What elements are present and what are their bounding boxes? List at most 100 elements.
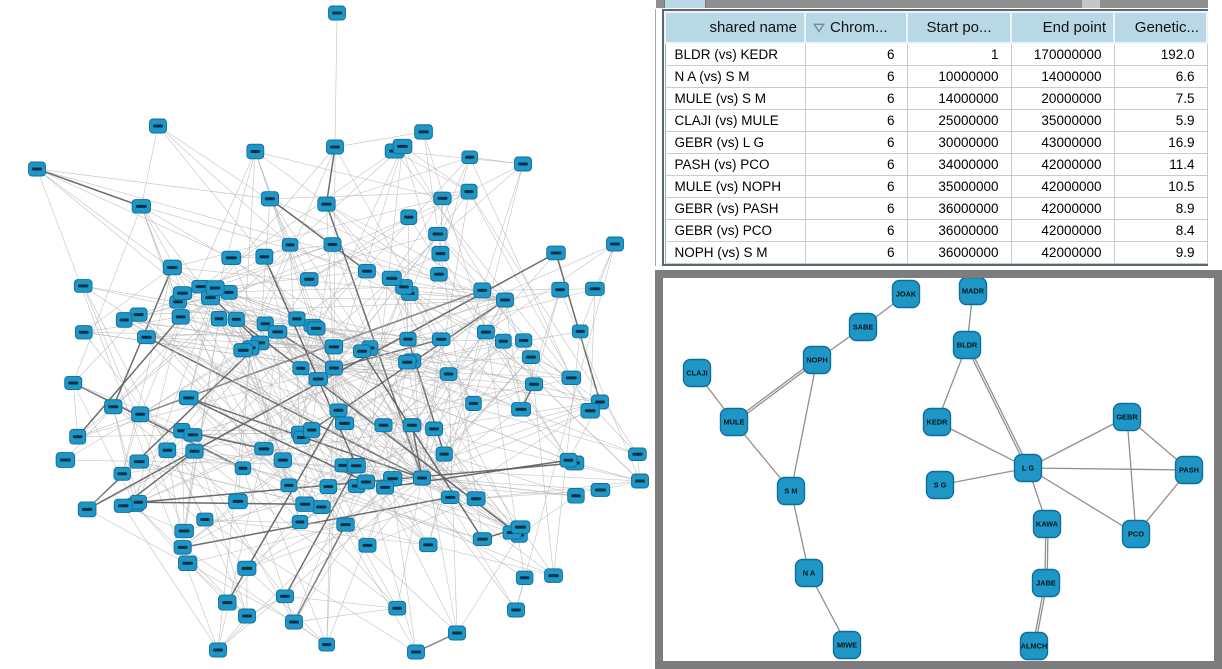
network-node[interactable]	[162, 259, 182, 276]
network-edge[interactable]	[72, 206, 142, 384]
network-edge[interactable]	[263, 331, 278, 449]
network-edge[interactable]	[72, 383, 79, 437]
network-node[interactable]	[291, 514, 309, 530]
subnetwork-edge-bldr-l-g[interactable]	[965, 345, 1028, 469]
network-edge[interactable]	[441, 299, 506, 340]
table-cell[interactable]: 42000000	[1010, 197, 1115, 220]
network-node[interactable]	[524, 377, 544, 392]
network-edge[interactable]	[356, 465, 641, 482]
network-edge[interactable]	[236, 318, 335, 369]
network-edge[interactable]	[141, 206, 179, 302]
table-cell[interactable]: 16.9	[1113, 131, 1208, 154]
network-node[interactable]	[628, 447, 647, 461]
network-edge[interactable]	[332, 244, 423, 479]
network-edge[interactable]	[138, 501, 305, 505]
network-node[interactable]	[28, 161, 46, 177]
network-edge[interactable]	[141, 206, 474, 404]
table-cell[interactable]: 42000000	[1010, 175, 1115, 198]
network-edge[interactable]	[333, 367, 638, 455]
network-edge[interactable]	[182, 465, 344, 548]
network-edge[interactable]	[409, 293, 474, 404]
network-edge[interactable]	[269, 198, 440, 275]
network-edge[interactable]	[594, 243, 616, 289]
table-cell[interactable]: 6	[804, 42, 908, 66]
network-node[interactable]	[465, 396, 482, 411]
network-edge[interactable]	[520, 289, 561, 410]
network-edge[interactable]	[326, 156, 470, 205]
network-edge[interactable]	[65, 297, 211, 461]
node-s-g[interactable]: S G	[925, 470, 955, 500]
table-cell[interactable]: MULE (vs) S M	[664, 87, 806, 110]
table-cell[interactable]: 20000000	[1010, 87, 1115, 110]
column-header-genetic[interactable]: Genetic...	[1113, 11, 1208, 44]
network-node[interactable]	[237, 560, 257, 576]
network-edge[interactable]	[469, 157, 572, 378]
table-cell[interactable]: 11.4	[1113, 153, 1208, 176]
node-joak[interactable]: JOAK	[891, 279, 921, 309]
network-node[interactable]	[273, 452, 292, 468]
network-edge[interactable]	[520, 409, 638, 455]
network-node[interactable]	[631, 473, 649, 489]
main-network-canvas[interactable]	[0, 0, 653, 669]
network-edge[interactable]	[188, 287, 216, 398]
table-row[interactable]: N A (vs) S M 6 10000000 14000000 6.6	[664, 65, 1208, 88]
network-node[interactable]	[129, 307, 148, 322]
network-edge[interactable]	[450, 497, 513, 533]
network-edge[interactable]	[468, 191, 638, 455]
network-edge[interactable]	[333, 299, 506, 348]
node-mule[interactable]: MULE	[719, 407, 749, 437]
network-edge[interactable]	[269, 198, 368, 272]
network-edge[interactable]	[406, 362, 554, 576]
table-cell[interactable]: 30000000	[906, 131, 1012, 154]
network-node[interactable]	[428, 227, 448, 242]
table-row[interactable]: MULE (vs) S M 6 14000000 20000000 7.5	[664, 87, 1208, 110]
network-node[interactable]	[285, 614, 303, 630]
network-edge[interactable]	[146, 336, 244, 351]
network-node[interactable]	[407, 644, 425, 660]
network-edge[interactable]	[333, 146, 336, 369]
network-edge[interactable]	[383, 425, 417, 653]
network-edge[interactable]	[124, 319, 458, 634]
table-cell[interactable]: GEBR (vs) PASH	[664, 197, 806, 220]
network-edge[interactable]	[263, 346, 335, 450]
network-edge[interactable]	[293, 299, 506, 623]
network-edge[interactable]	[409, 157, 471, 294]
network-edge[interactable]	[121, 267, 173, 474]
network-node[interactable]	[174, 523, 194, 539]
network-node[interactable]	[306, 321, 326, 336]
table-cell[interactable]: 10000000	[906, 65, 1012, 88]
network-node[interactable]	[254, 442, 274, 456]
network-edge[interactable]	[157, 125, 291, 246]
table-cell[interactable]: 34000000	[906, 153, 1012, 176]
network-edge[interactable]	[304, 293, 411, 505]
network-edge[interactable]	[326, 425, 413, 645]
subnetwork-edge-noph-mule[interactable]	[732, 358, 817, 422]
network-node[interactable]	[435, 446, 453, 462]
table-row[interactable]: CLAJI (vs) MULE 6 25000000 35000000 5.9	[664, 109, 1208, 132]
network-node[interactable]	[460, 183, 478, 200]
network-edge[interactable]	[138, 461, 248, 569]
network-edge[interactable]	[361, 350, 484, 540]
network-node[interactable]	[431, 245, 450, 262]
table-cell[interactable]: 1	[906, 42, 1012, 66]
network-edge[interactable]	[139, 461, 322, 508]
network-edge[interactable]	[192, 434, 248, 617]
network-edge[interactable]	[123, 331, 278, 507]
network-edge[interactable]	[328, 286, 405, 487]
network-node[interactable]	[149, 118, 167, 134]
subnetwork-edge-kedr-l-g[interactable]	[936, 421, 1029, 469]
network-edge[interactable]	[365, 146, 403, 482]
network-node[interactable]	[318, 637, 336, 652]
table-cell[interactable]: 6	[804, 175, 908, 198]
network-node[interactable]	[473, 282, 492, 299]
network-node[interactable]	[221, 250, 242, 266]
network-edge[interactable]	[36, 168, 232, 259]
network-node[interactable]	[228, 493, 248, 510]
network-edge[interactable]	[394, 150, 470, 192]
table-cell[interactable]: 9.9	[1113, 241, 1208, 264]
network-edge[interactable]	[433, 340, 504, 430]
table-cell[interactable]: 6	[804, 131, 908, 154]
table-cell[interactable]: 35000000	[1010, 109, 1115, 132]
network-edge[interactable]	[36, 168, 142, 208]
network-node[interactable]	[398, 354, 417, 370]
